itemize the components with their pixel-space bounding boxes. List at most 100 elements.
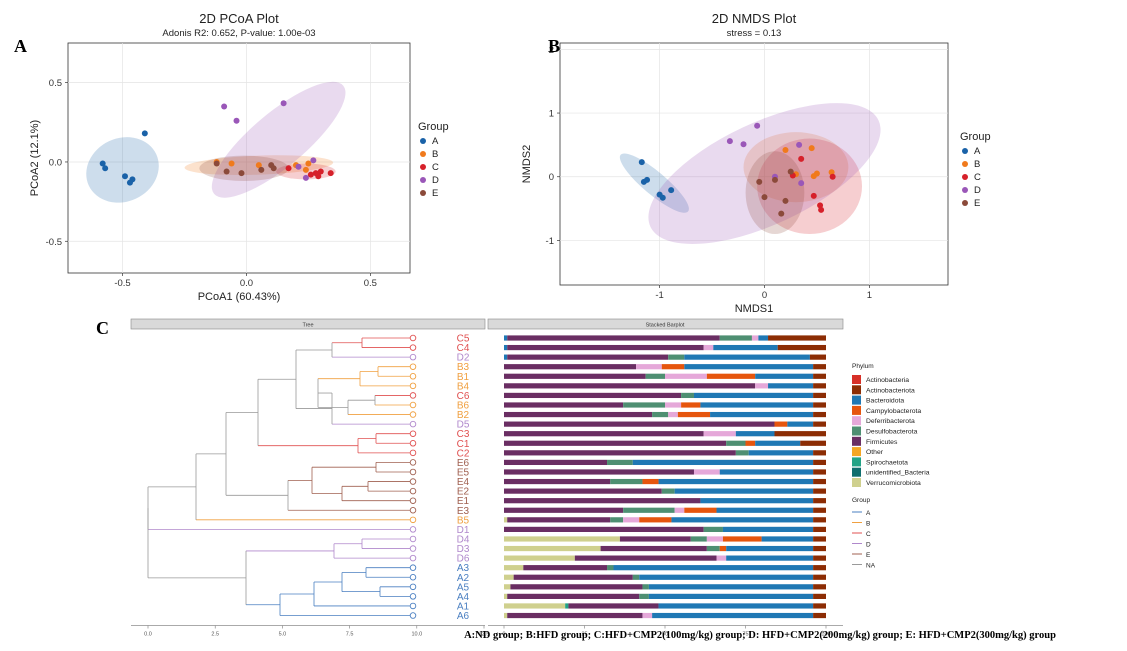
bar-segment-b6 [681,402,701,408]
point-group-e [761,194,768,201]
point-group-b [228,160,235,167]
bar-segment-e6 [632,459,814,466]
x-axis-label: NMDS1 [735,303,774,315]
tree-tip-b6 [409,401,417,409]
sample-label-d2: D2 [457,353,470,364]
bar-segment-a1 [504,603,566,609]
tree-axis-label: 10.0 [411,632,422,638]
bar-segment-c1 [800,440,826,446]
point-group-a [102,165,109,172]
bar-segment-e4 [813,478,826,485]
x-tick-label: 1 [867,290,872,301]
bar-segment-a6 [507,612,643,619]
tree-tip-c3 [409,430,417,437]
bar-segment-c1 [504,440,727,446]
bar-segment-c3 [735,431,775,437]
legend-label-b: B [432,149,438,160]
legend-label-a: A [974,146,981,157]
tree-tip-d2 [409,353,417,361]
sample-label-c6: C6 [457,391,470,402]
point-group-b [808,145,815,152]
point-group-d [302,174,309,181]
bar-segment-d6 [716,555,727,561]
panel-letter-b: B [548,36,560,56]
bar-segment-d4 [619,536,691,542]
bar-segment-b1 [504,373,646,379]
chart-title: 2D NMDS Plot [712,11,797,26]
group-legend-label-na: NA [866,563,876,570]
bar-segment-b4 [504,383,756,389]
bar-segment-e2 [813,488,826,494]
bar-segment-b5 [813,517,826,523]
ellipse-group-a [86,137,159,203]
bar-segment-a3 [613,565,814,571]
bar-segment-e3 [504,507,624,513]
bar-segment-d4 [722,536,762,542]
ellipse-group-c [757,138,863,235]
bar-segment-b2 [710,411,814,418]
tree-tip-e4 [409,478,417,485]
point-group-b [782,146,789,153]
phylum-swatch-actinobacteria [852,375,861,384]
phylum-label-desulfobacterota: Desulfobacterota [866,429,918,436]
bar-segment-b2 [652,411,669,418]
bar-segment-c5 [507,335,720,341]
tree-tip-d5 [409,420,417,428]
point-group-b [255,162,262,169]
tree-tip-e1 [409,497,417,504]
sample-label-e4: E4 [457,477,470,488]
bar-segment-e2 [661,488,675,494]
bar-segment-d4 [706,536,723,542]
chart-subtitle: stress = 0.13 [727,28,782,39]
bar-segment-e5 [504,469,694,475]
bar-segment-e1 [700,498,814,504]
point-group-d [280,100,287,107]
point-group-e [787,168,794,175]
ellipse-group-b [743,132,849,203]
sample-label-c3: C3 [457,429,470,440]
bar-segment-d5 [787,421,814,427]
sample-label-d4: D4 [457,534,470,545]
bar-segment-b2 [668,411,678,418]
bar-segment-d4 [813,536,826,542]
bar-segment-c5 [768,335,826,341]
bar-segment-b6 [665,402,682,408]
bar-segment-d4 [690,536,707,542]
bar-segment-c3 [703,431,736,437]
bar-segment-b3 [504,364,637,370]
bar-segment-b1 [665,373,707,379]
sample-label-a1: A1 [457,601,470,612]
phylum-label-firmicutes: Firmicutes [866,439,898,446]
ellipse-group-d [211,81,346,198]
bar-segment-c6 [813,392,826,399]
point-group-e [778,210,785,217]
bar-segment-d1 [722,526,814,532]
bar-segment-c4 [504,344,508,351]
bar-segment-d6 [813,555,826,561]
bar-segment-e3 [674,507,685,513]
point-group-a [122,173,128,180]
sample-label-b2: B2 [457,410,470,421]
tree-axis-label: 2.5 [211,632,219,638]
bar-segment-a4 [639,593,649,599]
y-tick-label: -1 [546,236,554,247]
bar-segment-c4 [703,344,714,351]
tree-tip-c6 [409,392,417,399]
sample-label-e3: E3 [457,506,470,517]
pcoa-panel: -0.5 0.0 0.5 -0.5 0.0 0.5 2D PCoA Plot Adonis R… [29,11,449,303]
point-group-d [233,117,240,124]
bar-segment-d1 [813,526,826,532]
bar-segment-d3 [600,545,707,552]
point-group-d [295,163,302,170]
tree-axis-label: 0.0 [144,632,152,638]
legend-dot-a [420,138,426,144]
bar-segment-d2 [668,354,685,360]
legend-dot-a [962,148,968,154]
bar-segment-b4 [813,383,826,389]
bar-segment-e5 [719,469,814,475]
bar-segment-e6 [607,459,633,466]
bar-segment-b5 [610,517,624,523]
bar-segment-a2 [632,574,640,580]
bar-segment-a3 [607,565,614,571]
bar-segment-b2 [677,411,711,418]
